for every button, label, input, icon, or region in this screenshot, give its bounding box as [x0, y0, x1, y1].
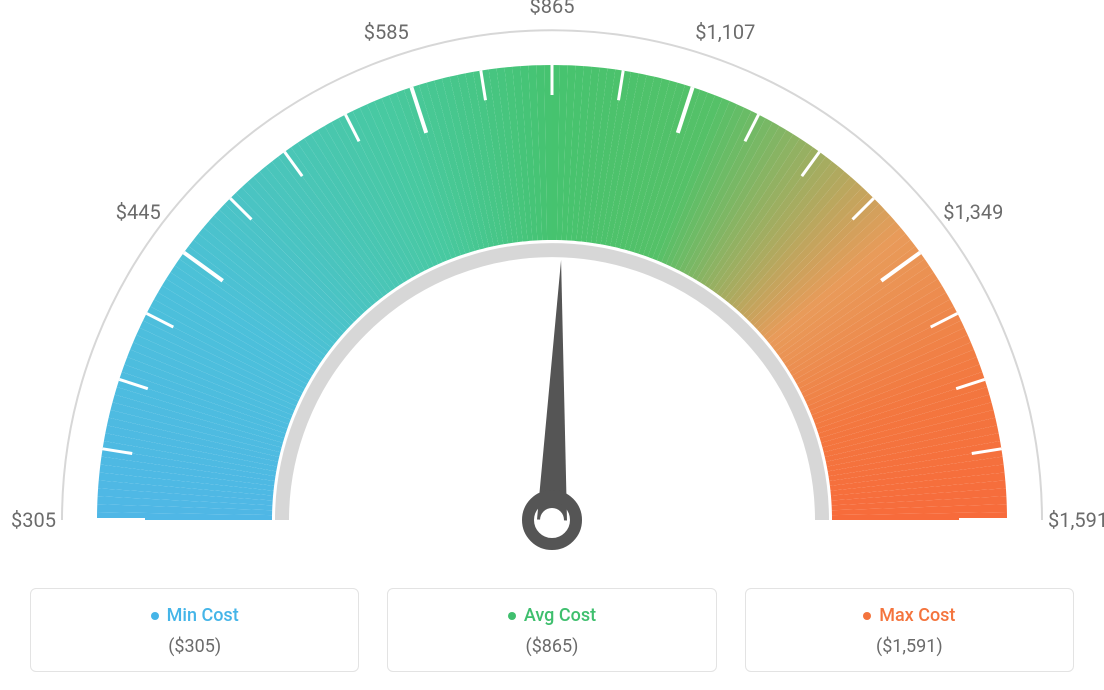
gauge-svg [0, 0, 1104, 575]
legend-value-max: ($1,591) [756, 636, 1063, 657]
cost-gauge-widget: $305 $445 $585 $865 $1,107 $1,349 $1,591 Min C… [0, 0, 1104, 690]
legend-label-max: Max Cost [879, 605, 955, 626]
legend-value-min: ($305) [41, 636, 348, 657]
gauge-area: $305 $445 $585 $865 $1,107 $1,349 $1,591 [0, 0, 1104, 575]
legend-label-min: Min Cost [167, 605, 239, 626]
legend-card-min: Min Cost ($305) [30, 588, 359, 673]
legend-title-max: Max Cost [863, 605, 955, 626]
legend-card-avg: Avg Cost ($865) [387, 588, 716, 673]
legend-dot-max [863, 612, 871, 620]
gauge-tick-label: $305 [0, 508, 56, 532]
legend-card-max: Max Cost ($1,591) [745, 588, 1074, 673]
gauge-tick-label: $865 [522, 0, 582, 18]
legend-title-min: Min Cost [151, 605, 239, 626]
gauge-tick-label: $1,349 [943, 200, 1003, 224]
gauge-tick-label: $445 [91, 200, 161, 224]
legend-dot-min [151, 612, 159, 620]
legend-label-avg: Avg Cost [524, 605, 596, 626]
legend-dot-avg [508, 612, 516, 620]
gauge-tick-label: $1,591 [1048, 508, 1104, 532]
legend-row: Min Cost ($305) Avg Cost ($865) Max Cost… [0, 588, 1104, 673]
legend-title-avg: Avg Cost [508, 605, 596, 626]
gauge-tick-label: $1,107 [695, 20, 755, 44]
gauge-tick-label: $585 [339, 20, 409, 44]
legend-value-avg: ($865) [398, 636, 705, 657]
